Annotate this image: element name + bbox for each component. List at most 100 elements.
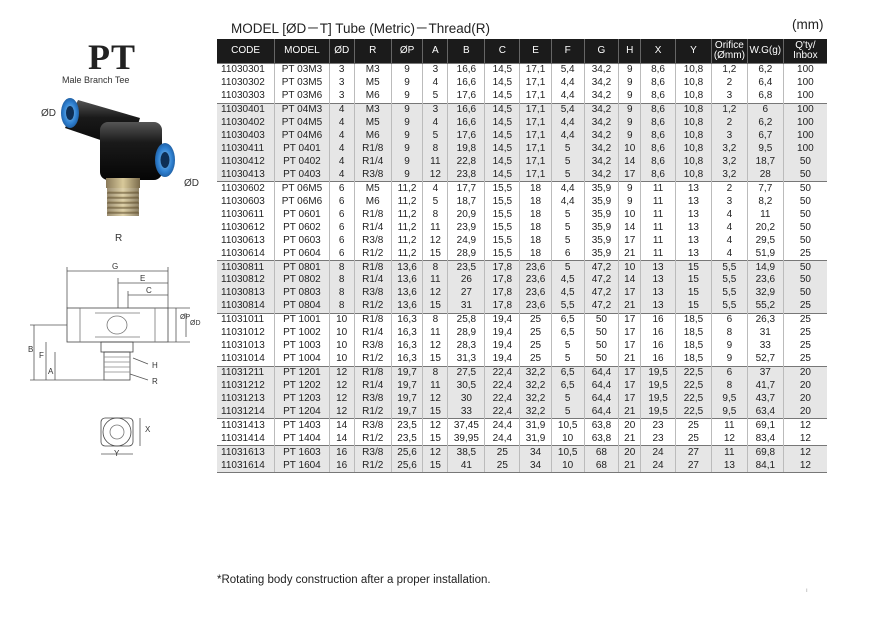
table-cell: 25: [675, 432, 712, 446]
table-cell: 47,2: [584, 260, 620, 274]
table-cell: 11: [422, 326, 449, 340]
spec-table: CODE MODEL ØD R ØP A B C E F G H X Y Orifice (Ømm) W.G(…: [217, 39, 827, 474]
table-cell: 11030402: [217, 116, 276, 130]
table-cell: 50: [783, 234, 827, 248]
table-cell: 9: [618, 76, 642, 90]
table-cell: 50: [783, 274, 827, 287]
table-cell: 10: [618, 208, 642, 222]
table-cell: 7,7: [747, 181, 784, 196]
table-cell: 16,3: [391, 339, 424, 353]
table-cell: 14,5: [484, 102, 521, 117]
table-cell: 8,2: [747, 195, 784, 209]
table-cell: 17,1: [519, 129, 552, 143]
column-header: B: [447, 39, 486, 64]
table-cell: 6: [329, 221, 355, 235]
dim-f: F: [39, 351, 44, 360]
table-cell: 84,1: [747, 459, 784, 474]
table-cell: 69,8: [747, 445, 784, 460]
table-cell: 4: [329, 155, 355, 169]
table-cell: 18,7: [447, 195, 486, 209]
table-cell: 41,7: [747, 379, 784, 393]
od-label-right: ØD: [184, 178, 199, 189]
table-cell: 10: [329, 339, 355, 353]
column-header: E: [519, 39, 552, 64]
table-cell: 11,2: [391, 221, 424, 235]
table-cell: 23,5: [391, 432, 424, 446]
table-cell: 15: [675, 274, 712, 287]
table-cell: 17,1: [519, 116, 552, 130]
table-cell: 4,4: [551, 76, 585, 90]
table-cell: 11030612: [217, 221, 276, 235]
table-cell: 83,4: [747, 432, 784, 446]
table-cell: 16,6: [447, 116, 486, 130]
table-cell: 8: [711, 379, 748, 393]
table-cell: PT 0802: [274, 274, 330, 287]
table-cell: 8,6: [640, 142, 676, 156]
table-cell: 3: [711, 129, 748, 143]
table-cell: 8,6: [640, 62, 676, 77]
table-cell: 4: [711, 247, 748, 261]
table-row: 11030611 PT 0601 6 R1/8 11,2 8 20,9 15,5 18 5 35,9…: [217, 208, 827, 222]
dim-h: H: [152, 361, 158, 370]
table-row: 11031214 PT 1204 12 R1/2 19,7 15 33 22,4 32,2 5 64…: [217, 405, 827, 419]
table-cell: 11031212: [217, 379, 276, 393]
table-cell: 3: [329, 62, 355, 77]
table-cell: 27: [675, 459, 712, 474]
table-cell: 9: [618, 116, 642, 130]
table-cell: PT 1002: [274, 326, 330, 340]
table-cell: 5: [551, 392, 585, 406]
table-cell: 4,4: [551, 116, 585, 130]
table-cell: 6: [711, 365, 748, 380]
table-cell: 6,5: [551, 312, 585, 327]
table-cell: 17: [618, 339, 642, 353]
table-cell: 4,4: [551, 129, 585, 143]
table-cell: 14,5: [484, 116, 521, 130]
table-cell: 18: [519, 195, 552, 209]
table-cell: 8: [329, 286, 355, 300]
table-cell: 13: [640, 286, 676, 300]
table-row: 11030401 PT 04M3 4 M3 9 3 16,6 14,5 17,1 5,4 34,2 9…: [217, 102, 827, 117]
table-cell: PT 1603: [274, 445, 330, 460]
table-cell: 18: [519, 221, 552, 235]
table-cell: 43,7: [747, 392, 784, 406]
table-cell: 23: [640, 418, 676, 433]
table-cell: 22,8: [447, 155, 486, 169]
table-cell: 5: [422, 89, 449, 104]
table-cell: 18,5: [675, 339, 712, 353]
table-cell: PT 0804: [274, 299, 330, 314]
table-cell: 34,2: [584, 142, 620, 156]
table-cell: 9: [391, 142, 424, 156]
column-header: CODE: [217, 39, 276, 64]
table-cell: PT 1202: [274, 379, 330, 393]
table-cell: 33: [747, 339, 784, 353]
table-cell: 17: [618, 286, 642, 300]
table-cell: 5: [551, 352, 585, 367]
table-cell: 5,5: [711, 260, 748, 274]
table-cell: 4: [329, 142, 355, 156]
table-cell: 9: [391, 129, 424, 143]
table-cell: 6,2: [747, 116, 784, 130]
table-cell: 17,8: [484, 299, 521, 314]
table-cell: 4: [711, 208, 748, 222]
table-cell: 27: [447, 286, 486, 300]
table-cell: 64,4: [584, 379, 620, 393]
table-cell: 18,7: [747, 155, 784, 169]
table-cell: 11031014: [217, 352, 276, 367]
table-cell: PT 0604: [274, 247, 330, 261]
table-cell: 5: [551, 234, 585, 248]
table-row: 11031212 PT 1202 12 R1/4 19,7 11 30,5 22,4 32,2 6…: [217, 379, 827, 393]
table-cell: 16,3: [391, 312, 424, 327]
table-cell: 3,2: [711, 142, 748, 156]
table-cell: R1/4: [354, 221, 392, 235]
table-cell: R3/8: [354, 445, 392, 460]
table-cell: 47,2: [584, 286, 620, 300]
table-cell: 17,8: [484, 260, 521, 274]
table-cell: 13,6: [391, 274, 424, 287]
table-cell: 9: [391, 76, 424, 90]
table-cell: 11: [422, 221, 449, 235]
table-cell: 6: [551, 247, 585, 261]
table-cell: R3/8: [354, 339, 392, 353]
table-cell: 11: [711, 418, 748, 433]
table-row: 11031213 PT 1203 12 R3/8 19,7 12 30 22,4 32,2 5 64…: [217, 392, 827, 406]
table-cell: 6,7: [747, 129, 784, 143]
